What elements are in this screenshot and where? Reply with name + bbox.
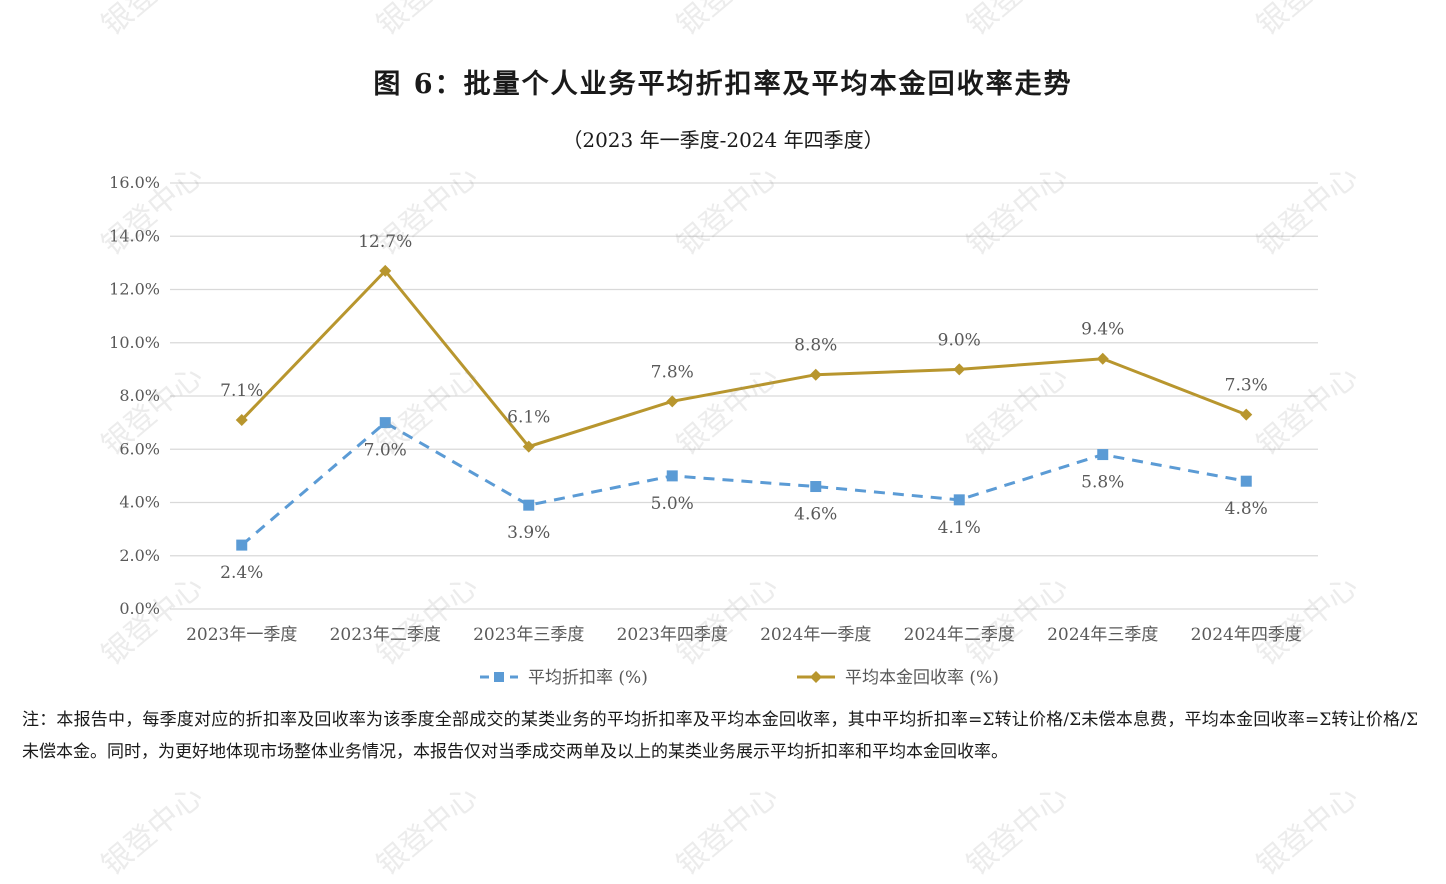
data-point bbox=[1096, 352, 1109, 365]
x-tick-label: 2024年一季度 bbox=[760, 625, 871, 645]
watermark-text: 银登中心 bbox=[1250, 778, 1365, 883]
data-label: 9.0% bbox=[938, 330, 981, 350]
data-label: 4.1% bbox=[938, 518, 981, 538]
legend-label: 平均折扣率 (%) bbox=[528, 668, 648, 688]
x-tick-label: 2024年三季度 bbox=[1047, 625, 1158, 645]
y-tick-label: 0.0% bbox=[119, 599, 160, 618]
data-point bbox=[523, 499, 535, 511]
watermark-text: 银登中心 bbox=[95, 778, 210, 883]
data-label: 6.1% bbox=[507, 408, 550, 428]
legend-marker bbox=[494, 672, 504, 682]
data-point bbox=[379, 264, 392, 277]
data-point bbox=[666, 395, 679, 408]
data-label: 2.4% bbox=[220, 563, 263, 583]
data-label: 7.3% bbox=[1225, 376, 1268, 396]
data-label: 4.8% bbox=[1225, 499, 1268, 519]
y-tick-label: 4.0% bbox=[119, 493, 160, 512]
data-label: 5.0% bbox=[651, 494, 694, 514]
watermark-text: 银登中心 bbox=[670, 778, 785, 883]
data-point bbox=[235, 413, 248, 426]
data-label: 7.0% bbox=[364, 441, 407, 461]
data-point bbox=[522, 440, 535, 453]
series-line-0 bbox=[240, 420, 1247, 547]
data-point bbox=[236, 539, 248, 551]
data-label: 7.8% bbox=[651, 362, 694, 382]
data-label: 9.4% bbox=[1081, 320, 1124, 340]
y-tick-label: 16.0% bbox=[109, 173, 160, 192]
series-line-1 bbox=[240, 268, 1247, 449]
data-point bbox=[379, 417, 391, 429]
data-label: 4.6% bbox=[794, 505, 837, 525]
data-point bbox=[953, 494, 965, 506]
y-tick-label: 10.0% bbox=[109, 333, 160, 352]
y-tick-label: 8.0% bbox=[119, 386, 160, 405]
x-tick-label: 2023年三季度 bbox=[473, 625, 584, 645]
x-tick-label: 2023年一季度 bbox=[186, 625, 297, 645]
y-tick-label: 6.0% bbox=[119, 439, 160, 458]
legend-marker bbox=[810, 671, 822, 683]
watermark-text: 银登中心 bbox=[960, 778, 1075, 883]
data-point bbox=[1240, 475, 1252, 487]
chart-note: 注：本报告中，每季度对应的折扣率及回收率为该季度全部成交的某类业务的平均折扣率及… bbox=[22, 710, 1418, 762]
data-point bbox=[809, 368, 822, 381]
chart-subtitle: （2023 年一季度-2024 年四季度） bbox=[562, 128, 884, 152]
y-tick-label: 14.0% bbox=[109, 226, 160, 245]
data-label: 5.8% bbox=[1081, 473, 1124, 493]
data-point bbox=[1097, 449, 1109, 461]
data-point bbox=[666, 470, 678, 482]
y-tick-label: 12.0% bbox=[109, 280, 160, 299]
data-point bbox=[1240, 408, 1253, 421]
x-tick-label: 2023年二季度 bbox=[330, 625, 441, 645]
chart-title: 图 6：批量个人业务平均折扣率及平均本金回收率走势 bbox=[373, 69, 1073, 100]
data-label: 3.9% bbox=[507, 523, 550, 543]
x-tick-label: 2023年四季度 bbox=[617, 625, 728, 645]
data-label: 12.7% bbox=[358, 232, 412, 252]
legend-label: 平均本金回收率 (%) bbox=[845, 668, 999, 688]
data-point bbox=[953, 363, 966, 376]
data-label: 8.8% bbox=[794, 336, 837, 356]
watermark-text: 银登中心 bbox=[370, 778, 485, 883]
y-tick-label: 2.0% bbox=[119, 546, 160, 565]
x-tick-label: 2024年四季度 bbox=[1191, 625, 1302, 645]
x-tick-label: 2024年二季度 bbox=[904, 625, 1015, 645]
data-point bbox=[810, 481, 822, 493]
data-label: 7.1% bbox=[220, 381, 263, 401]
line-chart: 0.0% 2.0% 4.0% 6.0% 8.0% 10.0% 12.0% 14.0% 16.0%… bbox=[109, 173, 1318, 688]
